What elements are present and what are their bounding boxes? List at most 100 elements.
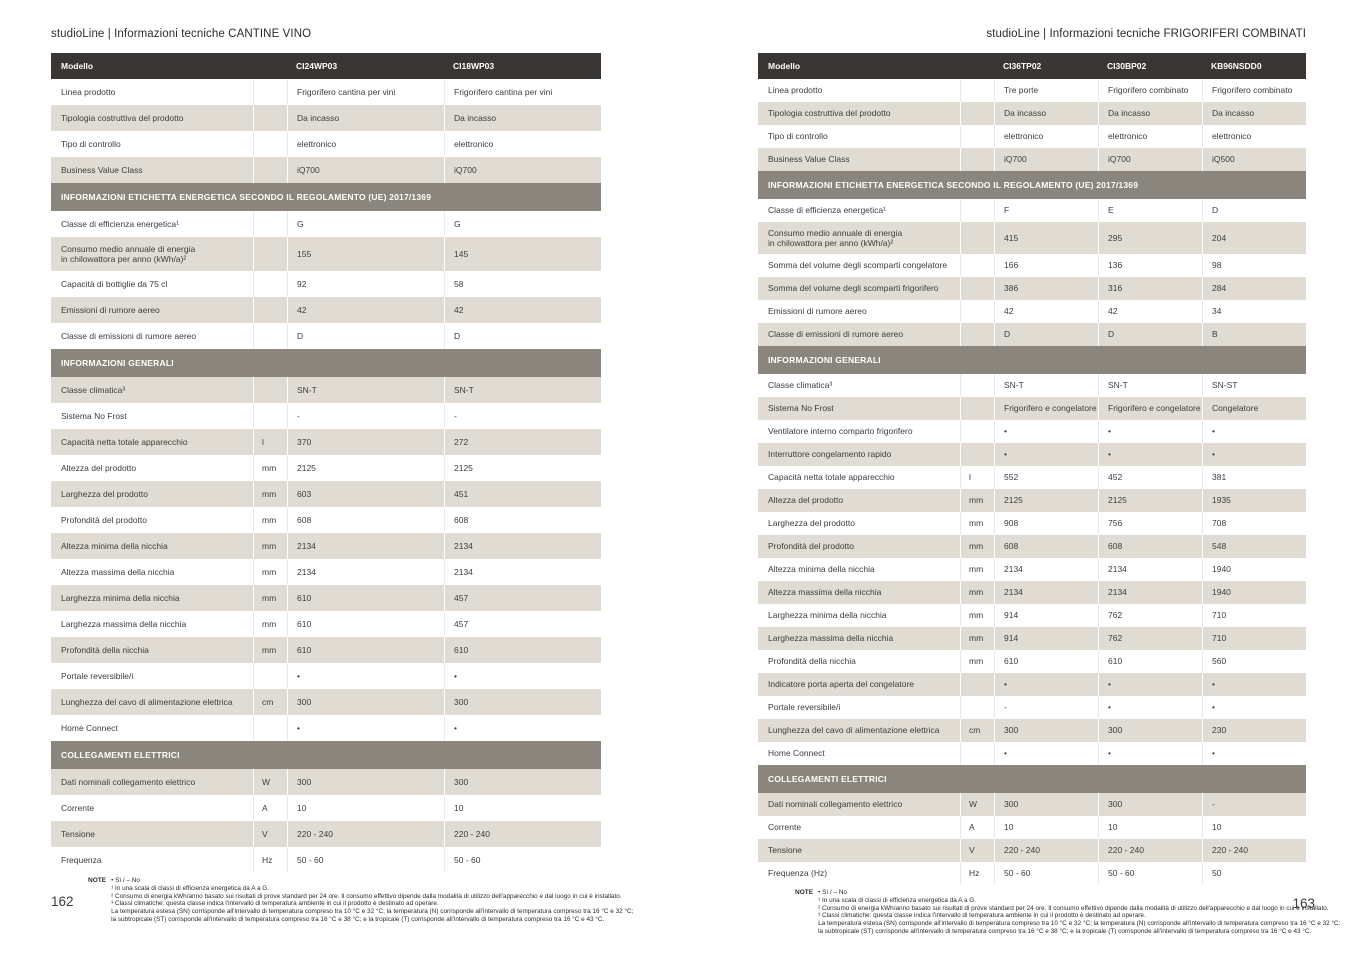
row-value: elettronico xyxy=(1098,125,1202,148)
row-unit xyxy=(960,102,994,125)
row-value: 316 xyxy=(1098,277,1202,300)
note-line: La temperatura estesa (SN) corrisponde a… xyxy=(818,920,1341,928)
spec-row: Profondità del prodotto mm 608 608 xyxy=(51,507,601,533)
row-value: 370 xyxy=(287,429,444,455)
spec-row: Altezza del prodotto mm 2125 2125 1935 xyxy=(758,489,1306,512)
spec-row: Home Connect • • xyxy=(51,715,601,741)
row-label: Sistema No Frost xyxy=(61,410,127,421)
model-name: CI18WP03 xyxy=(453,60,495,71)
row-value: 610 xyxy=(994,650,1098,673)
note-line: la subtropicale (ST) corrisponde all'int… xyxy=(111,915,605,923)
row-label: Profondità del prodotto xyxy=(61,514,148,525)
row-label: Larghezza del prodotto xyxy=(768,518,855,529)
note-line: • Sì / – No xyxy=(818,889,847,896)
row-label: Indicatore porta aperta del congelatore xyxy=(768,679,915,690)
note-label: NOTE xyxy=(795,889,814,896)
row-value: 50 - 60 xyxy=(1098,862,1202,885)
row-label: Altezza massima della nicchia xyxy=(61,566,175,577)
row-unit xyxy=(960,199,994,222)
spec-row: Tipo di controllo elettronico elettronico e… xyxy=(758,125,1306,148)
spec-row: Linea prodotto Frigorifero cantina per vi… xyxy=(51,79,601,105)
row-value: G xyxy=(444,211,601,237)
spec-table-frigoriferi-combinati: Modello CI36TP02 CI30BP02 KB96NSDD0 Linea pr… xyxy=(758,53,1306,885)
row-label: Classe climatica³ xyxy=(768,380,833,391)
row-value: 10 xyxy=(1098,816,1202,839)
row-value: 220 - 240 xyxy=(444,821,601,847)
row-value: 708 xyxy=(1202,512,1306,535)
row-value: D xyxy=(1202,199,1306,222)
row-unit: mm xyxy=(960,627,994,650)
row-value: 608 xyxy=(287,507,444,533)
row-label: Classe climatica³ xyxy=(61,384,126,395)
row-unit: mm xyxy=(253,559,287,585)
row-unit xyxy=(253,237,287,271)
note-line: • Sì / – No xyxy=(111,877,140,884)
row-value: • xyxy=(444,663,601,689)
spec-row: Tipologia costruttiva del prodotto Da inc… xyxy=(758,102,1306,125)
row-value: 2134 xyxy=(1098,558,1202,581)
note-label: NOTE xyxy=(88,877,107,884)
row-unit xyxy=(960,420,994,443)
row-value: 2134 xyxy=(444,559,601,585)
row-unit xyxy=(960,374,994,397)
page-number-right: 163 xyxy=(1292,896,1315,911)
row-value: 272 xyxy=(444,429,601,455)
row-label: Altezza del prodotto xyxy=(768,495,844,506)
row-value: • xyxy=(1202,420,1306,443)
row-label: Linea prodotto xyxy=(61,86,116,97)
row-value: Tre porte xyxy=(994,79,1098,102)
row-label: Larghezza minima della nicchia xyxy=(61,592,180,603)
row-unit: Hz xyxy=(960,862,994,885)
spec-row: Lunghezza del cavo di alimentazione elet… xyxy=(758,719,1306,742)
row-value: • xyxy=(1098,696,1202,719)
spec-row: Consumo medio annuale di energia in chil… xyxy=(51,237,601,271)
row-unit: mm xyxy=(960,535,994,558)
spec-row: Altezza massima della nicchia mm 2134 2134 xyxy=(51,559,601,585)
spec-row: Capacità netta totale apparecchio l 552 452… xyxy=(758,466,1306,489)
row-label: Larghezza massima della nicchia xyxy=(768,633,894,644)
row-value: 50 - 60 xyxy=(994,862,1098,885)
row-label: Linea prodotto xyxy=(768,85,823,96)
row-value: • xyxy=(287,663,444,689)
row-value: 560 xyxy=(1202,650,1306,673)
row-value: • xyxy=(1202,696,1306,719)
row-value: 220 - 240 xyxy=(1202,839,1306,862)
spec-row: Profondità del prodotto mm 608 608 548 xyxy=(758,535,1306,558)
row-value: 1935 xyxy=(1202,489,1306,512)
row-value: 1940 xyxy=(1202,558,1306,581)
row-unit xyxy=(253,131,287,157)
spec-row: Capacità di bottiglie da 75 cl 92 58 xyxy=(51,271,601,297)
row-unit: mm xyxy=(253,637,287,663)
row-unit xyxy=(960,125,994,148)
row-unit: W xyxy=(960,793,994,816)
table-header-row: Modello CI24WP03 CI18WP03 xyxy=(51,53,601,79)
row-label: Profondità del prodotto xyxy=(768,541,855,552)
page-number-left: 162 xyxy=(51,894,74,909)
row-value: 386 xyxy=(994,277,1098,300)
row-value: Da incasso xyxy=(1202,102,1306,125)
row-value: 610 xyxy=(444,637,601,663)
row-value: 415 xyxy=(994,222,1098,254)
model-column-label: Modello xyxy=(768,60,801,71)
row-value: 50 - 60 xyxy=(287,847,444,873)
row-label: Altezza del prodotto xyxy=(61,462,137,473)
model-name: CI36TP02 xyxy=(1003,60,1042,71)
spec-row: Profondità della nicchia mm 610 610 xyxy=(51,637,601,663)
row-value: D xyxy=(287,323,444,349)
row-label: Emissioni di rumore aereo xyxy=(768,306,867,317)
row-value: • xyxy=(1202,742,1306,765)
row-value: elettronico xyxy=(287,131,444,157)
row-value: • xyxy=(994,742,1098,765)
row-value: 92 xyxy=(287,271,444,297)
row-label: Corrente xyxy=(768,822,802,833)
spec-row: Frequenza (Hz) Hz 50 - 60 50 - 60 50 xyxy=(758,862,1306,885)
row-label: Lunghezza del cavo di alimentazione elet… xyxy=(768,725,940,736)
row-value: 145 xyxy=(444,237,601,271)
row-label: Capacità netta totale apparecchio xyxy=(61,436,188,447)
row-value: elettronico xyxy=(1202,125,1306,148)
unit-column-header xyxy=(960,53,994,79)
row-label: Frequenza xyxy=(61,854,102,865)
section-header: INFORMAZIONI ETICHETTA ENERGETICA SECOND… xyxy=(51,183,601,211)
row-value: Congelatore xyxy=(1202,397,1306,420)
